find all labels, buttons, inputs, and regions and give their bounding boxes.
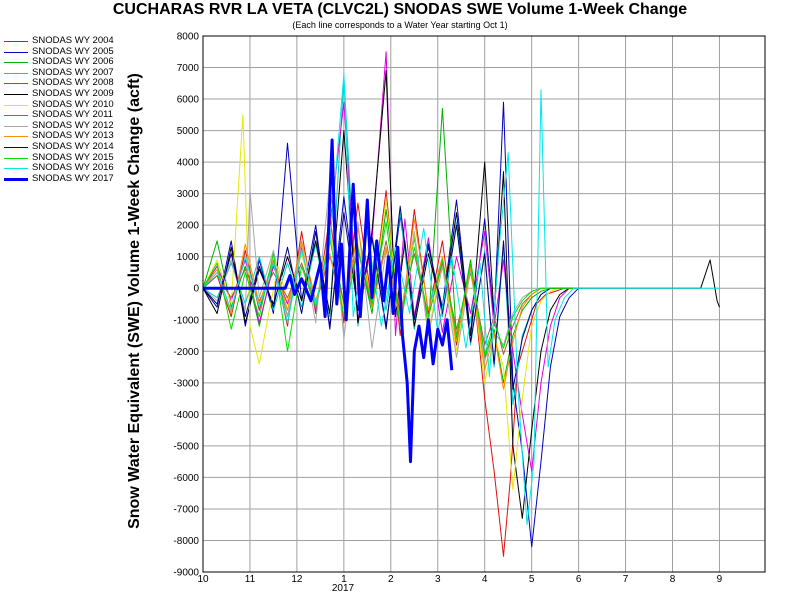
legend-item: SNODAS WY 2008 — [4, 78, 204, 89]
legend-swatch — [4, 136, 28, 138]
legend-item: SNODAS WY 2005 — [4, 45, 204, 58]
series-line-12 — [202, 73, 720, 526]
x-tick-label: 1 — [341, 574, 347, 585]
y-tick-label: 3000 — [177, 189, 200, 200]
legend-swatch — [4, 93, 28, 95]
legend-swatch — [4, 72, 28, 74]
x-tick-label: 3 — [435, 574, 441, 585]
series-line-9 — [202, 218, 579, 390]
series-lines — [202, 51, 720, 557]
series-line-8 — [202, 180, 579, 362]
y-tick-label: -2000 — [173, 347, 199, 358]
y-tick-label: -6000 — [173, 473, 199, 484]
legend-label: SNODAS WY 2015 — [32, 151, 114, 163]
y-tick-label: -9000 — [173, 568, 199, 579]
legend-item: SNODAS WY 2011 — [4, 110, 204, 121]
legend-item: SNODAS WY 2013 — [4, 131, 204, 142]
x-tick-label: 9 — [717, 574, 723, 585]
year-label: 2017 — [332, 583, 355, 594]
legend-swatch — [4, 177, 28, 181]
y-tick-label: -5000 — [173, 441, 199, 452]
legend-item: SNODAS WY 2015 — [4, 151, 204, 164]
legend-item: SNODAS WY 2009 — [4, 87, 204, 100]
legend-label: SNODAS WY 2016 — [32, 162, 114, 174]
legend-label: SNODAS WY 2008 — [32, 77, 114, 89]
chart-subtitle: (Each line corresponds to a Water Year s… — [292, 20, 508, 30]
y-tick-label: -8000 — [173, 536, 199, 547]
y-tick-label: 4000 — [177, 158, 200, 169]
legend-swatch — [4, 125, 28, 127]
legend-item: SNODAS WY 2014 — [4, 140, 204, 153]
legend-item: SNODAS WY 2007 — [4, 66, 204, 79]
legend-swatch — [4, 146, 28, 148]
legend-item: SNODAS WY 2016 — [4, 163, 204, 174]
legend-item: SNODAS WY 2004 — [4, 35, 204, 47]
x-tick-label: 10 — [197, 574, 209, 585]
legend-swatch — [4, 51, 28, 53]
legend-label: SNODAS WY 2006 — [32, 56, 114, 68]
x-tick-label: 7 — [623, 574, 629, 585]
x-tick-label: 11 — [245, 574, 256, 585]
legend-item: SNODAS WY 2012 — [4, 119, 204, 132]
series-line-10 — [202, 205, 579, 390]
y-tick-label: -4000 — [173, 410, 199, 421]
legend-label: SNODAS WY 2010 — [32, 98, 114, 110]
legend-swatch — [4, 104, 28, 106]
legend-label: SNODAS WY 2004 — [32, 35, 114, 46]
legend-label: SNODAS WY 2005 — [32, 45, 114, 57]
legend-item: SNODAS WY 2010 — [4, 98, 204, 111]
legend-swatch — [4, 115, 28, 117]
plot-frame — [202, 35, 766, 573]
legend-label: SNODAS WY 2012 — [32, 119, 114, 131]
y-tick-label: -1000 — [173, 315, 199, 326]
y-tick-label: 1000 — [177, 252, 200, 263]
x-tick-label: 2 — [388, 574, 394, 585]
y-tick-labels: 8000 7000 6000 5000 4000 3000 2000 1000 0 -1000 -2… — [173, 32, 199, 579]
legend-swatch — [4, 168, 28, 170]
y-tick-label: 7000 — [177, 63, 200, 74]
legend-swatch — [4, 83, 28, 85]
legend-label: SNODAS WY 2014 — [32, 140, 114, 152]
y-tick-label: 0 — [193, 284, 199, 295]
legend-swatch — [4, 62, 28, 64]
legend-label: SNODAS WY 2011 — [32, 109, 113, 121]
y-tick-label: 8000 — [177, 32, 200, 43]
legend-label: SNODAS WY 2017 — [32, 172, 114, 184]
legend-label: SNODAS WY 2013 — [32, 130, 114, 142]
legend-label: SNODAS WY 2007 — [32, 66, 114, 78]
y-tick-label: 5000 — [177, 126, 200, 137]
x-tick-label: 6 — [576, 574, 582, 585]
legend-item: SNODAS WY 2006 — [4, 57, 204, 68]
x-tick-label: 12 — [291, 574, 303, 585]
y-tick-label: 6000 — [177, 95, 200, 106]
y-tick-label: -3000 — [173, 378, 199, 389]
y-tick-label: 2000 — [177, 221, 200, 232]
x-tick-label: 5 — [529, 574, 535, 585]
legend-swatch — [4, 41, 28, 42]
legend-label: SNODAS WY 2009 — [32, 87, 114, 99]
legend-swatch — [4, 157, 28, 159]
x-tick-labels: 10 11 12 1 2 3 4 5 6 7 8 9 — [197, 574, 722, 585]
chart-title: CUCHARAS RVR LA VETA (CLVC2L) SNODAS SWE… — [112, 1, 688, 18]
legend: SNODAS WY 2004 SNODAS WY 2005 SNODAS WY 20… — [4, 35, 204, 185]
series-line-13 — [203, 138, 454, 464]
legend-item: SNODAS WY 2017 — [4, 172, 204, 185]
y-tick-label: -7000 — [173, 504, 199, 515]
x-tick-label: 8 — [670, 574, 676, 585]
x-tick-label: 4 — [482, 574, 488, 585]
